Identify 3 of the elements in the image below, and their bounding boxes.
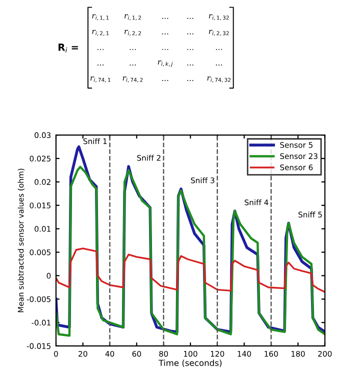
line-series: [56, 248, 325, 293]
x-axis-title: Time (seconds): [158, 360, 222, 368]
text: R$_{i}$ =: [58, 44, 78, 52]
